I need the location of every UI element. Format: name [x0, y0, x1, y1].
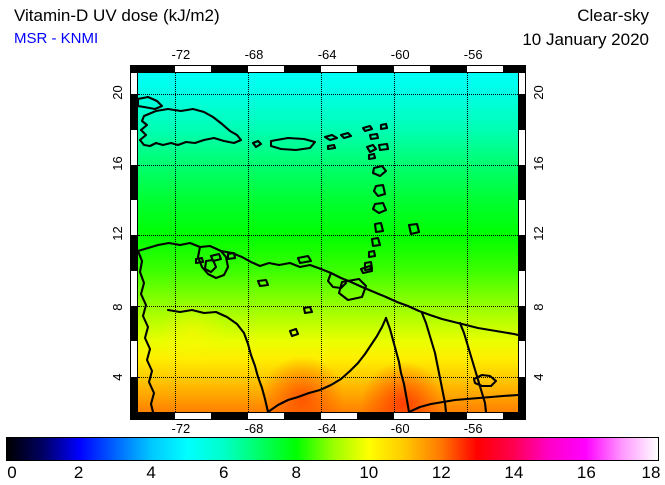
axis-ruler-segment [519, 200, 525, 236]
gridlines [138, 73, 518, 412]
axis-ruler-segment [466, 413, 504, 419]
axis-tick-label: 20 [110, 85, 125, 102]
heatmap-canvas [138, 73, 518, 412]
axis-tick-label-text: 4 [110, 373, 125, 382]
colorbar-tick-label: 8 [291, 463, 301, 482]
axis-tick-label: 20 [531, 85, 546, 102]
axis-ruler-segment [131, 341, 137, 377]
axis-tick-label-text: 12 [110, 226, 125, 242]
axis-ruler-segment [320, 66, 358, 72]
axis-tick-label: 16 [110, 156, 125, 173]
axis-ruler-segment [247, 413, 285, 419]
gridline-vertical [393, 73, 395, 412]
axis-tick-label: 16 [531, 156, 546, 173]
date-label: 10 January 2020 [522, 30, 649, 49]
colorbar-tick-label: 10 [359, 463, 379, 482]
axis-ruler-segment [519, 270, 525, 307]
axis-tick-label: -68 [244, 47, 264, 62]
colorbar-tick-label: 12 [431, 463, 451, 482]
bottom-axis-ruler [130, 412, 526, 420]
axis-tick-label: -64 [317, 47, 337, 62]
axis-ruler-segment [320, 413, 358, 419]
axis-tick-label-text: 16 [110, 156, 125, 171]
axis-tick-label-text: 16 [531, 156, 546, 171]
left-axis-ruler [130, 65, 138, 420]
axis-tick-label: -72 [171, 421, 191, 436]
axis-tick-label: 4 [110, 369, 125, 384]
axis-tick-label: -60 [390, 421, 410, 436]
axis-ruler-segment [247, 66, 285, 72]
axis-tick-label: 8 [110, 299, 125, 314]
axis-frame [130, 65, 526, 420]
colorbar-tick-label: 16 [576, 463, 596, 482]
axis-ruler-segment [393, 413, 431, 419]
colorbar [6, 437, 659, 461]
gridline-vertical [247, 73, 249, 412]
sky-condition-label: Clear-sky [577, 6, 649, 25]
colorbar-tick-label: 2 [73, 463, 84, 482]
axis-tick-label: -64 [317, 421, 337, 436]
axis-ruler-segment [174, 413, 211, 419]
axis-tick-label-text: 20 [110, 85, 125, 100]
axis-tick-label: -60 [390, 47, 410, 62]
right-axis-ruler [518, 65, 526, 420]
axis-ruler-segment [466, 66, 504, 72]
axis-ruler-segment [131, 270, 137, 307]
colorbar-tick-label: 4 [146, 463, 156, 482]
gridline-vertical [320, 73, 322, 412]
colorbar-group: 0 2 4 6 8 10 12 14 16 18 [6, 437, 660, 482]
axis-tick-label: 12 [110, 227, 125, 244]
axis-tick-label-text: 8 [110, 303, 125, 311]
uv-dose-hotspot [138, 73, 518, 412]
axis-ruler-segment [131, 129, 137, 165]
gridline-horizontal [138, 376, 518, 378]
top-axis-ruler [130, 65, 526, 73]
axis-tick-label-text: 20 [531, 85, 546, 100]
coastlines [138, 73, 518, 412]
colorbar-tick-label: 6 [218, 463, 229, 482]
axis-tick-label-text: 4 [531, 373, 546, 382]
axis-tick-label: -56 [463, 47, 483, 62]
colorbar-tick-label: 14 [504, 463, 524, 482]
axis-ruler-segment [519, 73, 525, 95]
axis-ruler-segment [393, 66, 431, 72]
axis-ruler-segment [519, 129, 525, 165]
axis-tick-label: -56 [463, 421, 483, 436]
axis-ruler-segment [519, 341, 525, 377]
axis-ruler-segment [131, 73, 137, 95]
gridline-horizontal [138, 94, 518, 96]
gridline-vertical [174, 73, 176, 412]
axis-tick-label-text: 8 [531, 303, 546, 311]
colorbar-tick-labels: 0 2 4 6 8 10 12 14 16 18 [6, 463, 661, 485]
page-title: Vitamin-D UV dose (kJ/m2) [14, 6, 220, 25]
axis-tick-label: 4 [531, 369, 546, 384]
axis-tick-label: 12 [531, 227, 546, 244]
uv-dose-field [138, 73, 518, 412]
axis-tick-label: -72 [171, 47, 191, 62]
axis-tick-label-text: 12 [531, 226, 546, 242]
colorbar-tick-label: 0 [7, 463, 17, 482]
gridline-horizontal [138, 306, 518, 308]
map-plot-area: -72 -68 -64 -60 -56 -72 -68 -64 -60 -56 20 16 12 8 4… [110, 47, 546, 436]
source-label: MSR - KNMI [14, 30, 99, 47]
gridline-horizontal [138, 235, 518, 237]
axis-tick-label: -68 [244, 421, 264, 436]
axis-ruler-segment [174, 66, 211, 72]
axis-tick-label: 8 [531, 299, 546, 314]
gridline-horizontal [138, 164, 518, 166]
axis-ruler-segment [131, 200, 137, 236]
colorbar-tick-label: 18 [641, 463, 661, 482]
gridline-vertical [466, 73, 468, 412]
